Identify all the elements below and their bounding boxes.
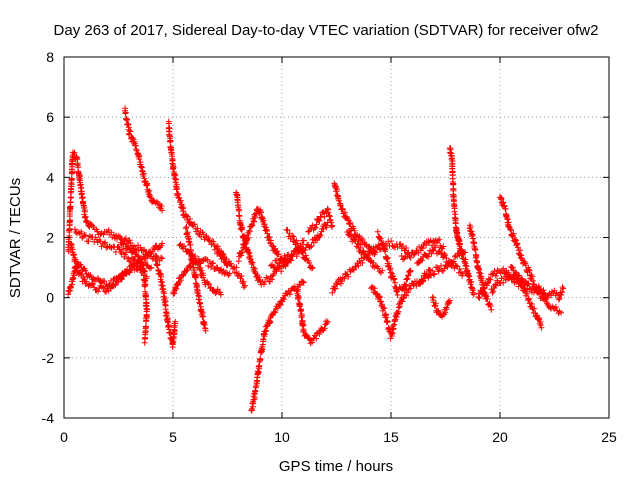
y-tick-label: -2 [42,350,55,366]
data-markers [398,236,447,263]
x-tick-label: 15 [383,429,399,445]
axis-ticks: 0 5 10 15 20 25 -4 -2 0 2 4 6 8 [42,49,617,445]
data-track [535,283,567,303]
x-axis-label: GPS time / hours [279,458,393,475]
data-markers [331,180,379,258]
data-markers [429,294,453,320]
data-markers [344,227,386,276]
data-track [398,236,447,263]
data-track [374,228,414,298]
y-tick-label: 4 [46,169,54,185]
data-series [65,105,567,414]
data-track [235,205,290,265]
data-track [152,256,179,351]
data-markers [152,256,179,351]
data-markers [248,278,307,414]
data-track [305,205,336,235]
data-markers [182,224,209,334]
x-tick-label: 25 [601,429,617,445]
data-track [283,226,316,272]
data-track [429,294,453,320]
data-markers [453,228,477,298]
data-track [122,105,166,214]
data-track [507,263,545,331]
chart-title: Day 263 of 2017, Sidereal Day-to-day VTE… [54,22,599,39]
y-axis-label: SDTVAR / TECUs [7,178,24,298]
y-tick-label: -4 [42,410,55,426]
y-tick-label: 0 [46,290,54,306]
x-tick-label: 5 [169,429,177,445]
x-tick-label: 0 [60,429,68,445]
data-track [294,288,331,347]
data-markers [294,288,331,347]
data-track [453,228,477,298]
y-tick-label: 8 [46,49,54,65]
data-track [248,278,307,414]
data-track [213,245,248,291]
data-track [416,249,464,287]
grid-lines [64,57,609,418]
data-markers [305,205,336,235]
data-markers [213,245,248,291]
data-markers [117,238,151,346]
x-tick-label: 20 [492,429,508,445]
x-tick-label: 10 [274,429,290,445]
data-markers [235,205,290,265]
data-markers [374,228,414,298]
data-markers [122,105,166,214]
y-tick-label: 6 [46,109,54,125]
data-markers [416,249,464,287]
data-markers [535,283,567,303]
data-track [344,227,386,276]
data-markers [507,263,545,331]
data-markers [283,226,316,272]
y-tick-label: 2 [46,230,54,246]
data-track [182,224,209,334]
data-track [117,238,151,346]
data-track [331,180,379,258]
